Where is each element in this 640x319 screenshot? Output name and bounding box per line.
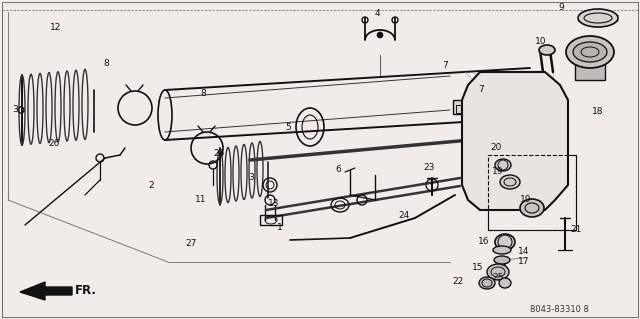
Text: 20: 20	[490, 144, 501, 152]
Text: 1: 1	[277, 224, 283, 233]
Text: 8: 8	[103, 58, 109, 68]
Text: 2: 2	[148, 181, 154, 189]
Bar	[488, 155, 576, 230]
Text: 16: 16	[478, 238, 490, 247]
Text: 26: 26	[48, 138, 60, 147]
Text: 27: 27	[185, 239, 196, 248]
Ellipse shape	[495, 159, 511, 171]
Bar	[456, 105, 468, 113]
Bar	[453, 100, 471, 114]
Ellipse shape	[479, 277, 495, 289]
Ellipse shape	[495, 234, 515, 250]
Text: 7: 7	[442, 61, 448, 70]
Ellipse shape	[499, 278, 511, 288]
Text: 23: 23	[423, 164, 435, 173]
Text: 18: 18	[592, 108, 604, 116]
Text: 12: 12	[50, 24, 61, 33]
Text: 21: 21	[570, 226, 581, 234]
Text: 4: 4	[375, 9, 381, 18]
Text: 26: 26	[213, 149, 225, 158]
Text: 3: 3	[248, 174, 253, 182]
Text: 24: 24	[398, 211, 409, 219]
Ellipse shape	[500, 175, 520, 189]
Bar	[488, 155, 576, 230]
Bar	[470, 118, 488, 132]
Text: 7: 7	[478, 85, 484, 94]
Ellipse shape	[487, 264, 509, 280]
Text: 14: 14	[518, 248, 529, 256]
Text: FR.: FR.	[75, 284, 97, 296]
Text: 8043-83310 8: 8043-83310 8	[530, 306, 589, 315]
Text: 22: 22	[452, 278, 463, 286]
Text: 19: 19	[520, 196, 531, 204]
Text: 17: 17	[518, 257, 529, 266]
Text: 11: 11	[195, 196, 207, 204]
Bar	[575, 62, 605, 80]
Text: 8: 8	[200, 88, 205, 98]
Polygon shape	[20, 282, 72, 300]
Text: 10: 10	[535, 38, 547, 47]
Text: 13: 13	[268, 198, 280, 207]
Ellipse shape	[573, 42, 607, 62]
Text: 5: 5	[285, 123, 291, 132]
Text: 25: 25	[492, 273, 504, 283]
Circle shape	[377, 32, 383, 38]
Ellipse shape	[493, 246, 511, 254]
Bar	[473, 123, 485, 131]
Text: 9: 9	[558, 4, 564, 12]
Ellipse shape	[566, 36, 614, 68]
Polygon shape	[462, 72, 568, 210]
Text: 15: 15	[472, 263, 483, 272]
Ellipse shape	[520, 199, 544, 217]
Ellipse shape	[494, 256, 510, 264]
Ellipse shape	[539, 45, 555, 55]
Text: 19: 19	[492, 167, 504, 176]
Text: 6: 6	[335, 166, 340, 174]
Text: 3: 3	[12, 106, 18, 115]
Ellipse shape	[578, 9, 618, 27]
